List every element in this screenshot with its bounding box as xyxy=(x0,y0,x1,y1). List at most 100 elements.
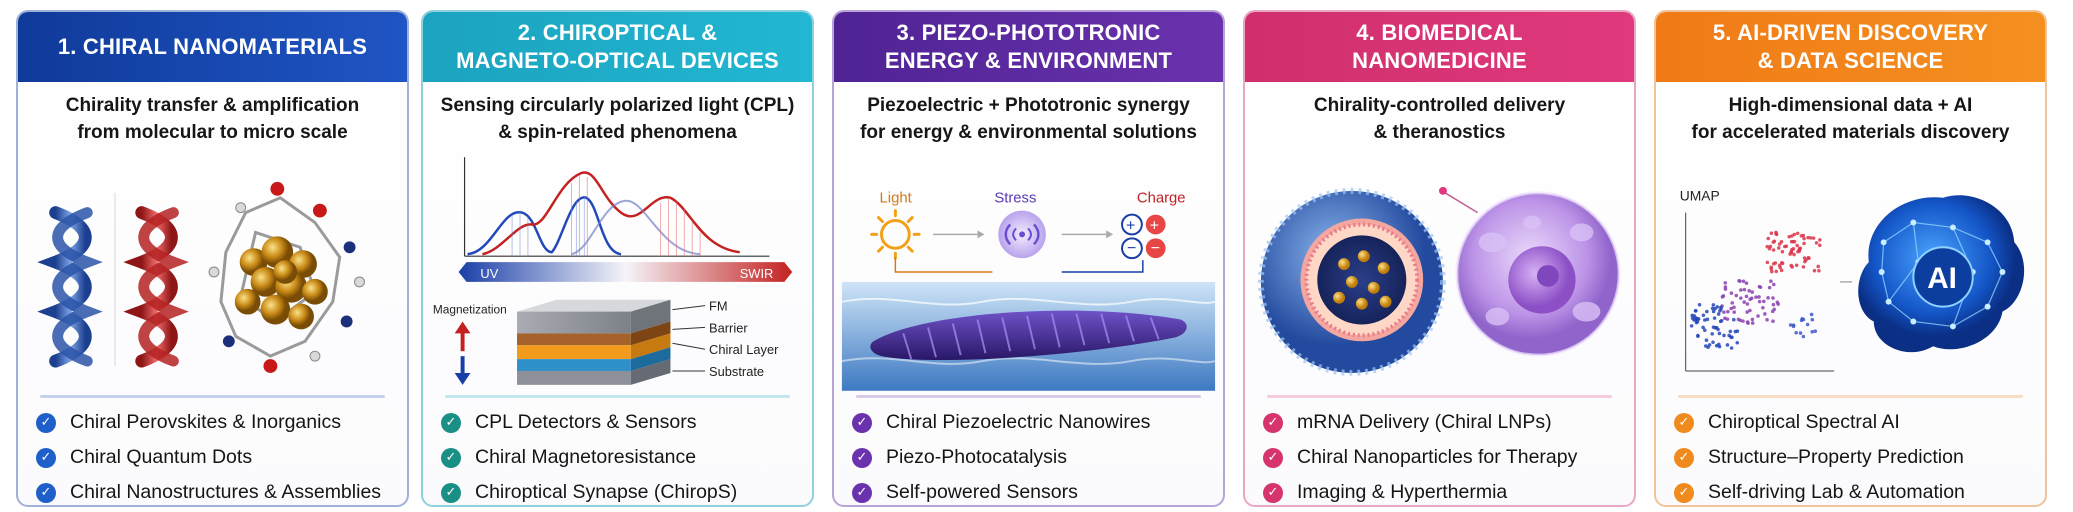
list-item: ✓ Chiral Perovskites & Inorganics xyxy=(36,405,397,440)
scatter-point xyxy=(1810,330,1814,334)
check-circle-icon: ✓ xyxy=(36,412,56,433)
scatter-point xyxy=(1728,329,1733,334)
scatter-point xyxy=(1703,328,1707,332)
check-circle-icon: ✓ xyxy=(36,447,56,468)
scatter-point xyxy=(1791,247,1796,251)
panel-subtitle: Chirality-controlled delivery & theranos… xyxy=(1245,92,1634,148)
nanoparticle-cell-illustration xyxy=(1245,152,1634,392)
piezo-flow-graphic: Light Stress Charge xyxy=(841,191,1216,391)
scatter-point xyxy=(1772,239,1777,244)
charge-plus-icon: + + xyxy=(1121,213,1166,236)
scatter-point xyxy=(1775,300,1780,305)
list-item-label: mRNA Delivery (Chiral LNPs) xyxy=(1297,411,1552,433)
scatter-point xyxy=(1765,260,1770,265)
scatter-point xyxy=(1725,317,1730,321)
scatter-point xyxy=(1782,244,1787,249)
scatter-point xyxy=(1798,331,1803,335)
panel-header: 3. PIEZO-PHOTOTRONIC ENERGY & ENVIRONMEN… xyxy=(834,12,1223,82)
scatter-point xyxy=(1705,309,1709,314)
scatter-point xyxy=(1777,263,1782,268)
scatter-point xyxy=(1705,317,1710,322)
list-item-label: Structure–Property Prediction xyxy=(1708,446,1964,468)
scatter-point xyxy=(1746,321,1750,325)
list-item: ✓ Chiral Nanoparticles for Therapy xyxy=(1263,440,1624,475)
scatter-point xyxy=(1809,312,1814,317)
scatter-point xyxy=(1787,234,1792,239)
scatter-point xyxy=(1771,302,1776,307)
panel-subtitle: Sensing circularly polarized light (CPL)… xyxy=(423,92,812,148)
scatter-point xyxy=(1732,317,1736,322)
scatter-point xyxy=(1806,235,1810,240)
svg-text:−: − xyxy=(1151,240,1160,257)
scatter-point xyxy=(1777,242,1782,246)
subtitle-line: & spin-related phenomena xyxy=(498,122,737,143)
svg-text:+: + xyxy=(1150,217,1159,234)
scatter-point xyxy=(1754,295,1758,299)
scatter-point xyxy=(1774,230,1778,235)
swir-label: SWIR xyxy=(740,266,774,281)
scatter-point xyxy=(1757,295,1761,299)
scatter-point xyxy=(1761,305,1765,310)
panel-title-line: & DATA SCIENCE xyxy=(1757,48,1944,73)
cell-icon xyxy=(1439,186,1621,357)
scatter-point xyxy=(1732,305,1736,310)
scatter-point xyxy=(1750,321,1755,325)
list-item: ✓ Chiroptical Synapse (ChiropS) xyxy=(441,475,802,505)
subtitle-line: from molecular to micro scale xyxy=(77,122,348,143)
panel-subtitle: Piezoelectric + Phototronic synergy for … xyxy=(834,92,1223,148)
scatter-point xyxy=(1801,265,1806,269)
scatter-point xyxy=(1693,309,1698,313)
scatter-point xyxy=(1769,231,1774,235)
umap-scatter xyxy=(1685,212,1835,372)
scatter-point xyxy=(1771,248,1776,252)
list-item-label: Chiroptical Spectral AI xyxy=(1708,411,1900,433)
umap-ai-illustration: UMAP AI xyxy=(1656,152,2045,392)
scatter-point xyxy=(1794,263,1799,268)
check-circle-icon: ✓ xyxy=(36,482,56,503)
bullet-list: ✓ Chiroptical Spectral AI ✓ Structure–Prop… xyxy=(1674,405,2035,505)
scatter-point xyxy=(1741,279,1746,284)
scatter-point xyxy=(1816,264,1821,269)
charge-minus-icon: − − xyxy=(1121,237,1166,260)
svg-text:+: + xyxy=(1126,217,1135,234)
lipid-nanoparticle-icon xyxy=(1257,187,1446,376)
check-circle-icon: ✓ xyxy=(852,412,872,433)
panel-title-line: 5. AI-DRIVEN DISCOVERY xyxy=(1712,20,1989,45)
bullet-list: ✓ mRNA Delivery (Chiral LNPs) ✓ Chiral Nan… xyxy=(1263,405,1624,505)
scatter-point xyxy=(1711,303,1716,307)
scatter-point xyxy=(1770,269,1774,274)
scatter-point xyxy=(1692,314,1697,318)
panel-subtitle: Chirality transfer & amplification from … xyxy=(18,92,407,148)
scatter-point xyxy=(1791,323,1796,327)
scatter-point xyxy=(1689,324,1694,328)
scatter-point xyxy=(1701,313,1706,318)
divider xyxy=(1267,395,1612,398)
list-item-label: Imaging & Hyperthermia xyxy=(1297,481,1508,503)
nanowire-icon xyxy=(870,310,1187,361)
list-item-label: Chiral Quantum Dots xyxy=(70,446,253,468)
scatter-point xyxy=(1802,236,1806,241)
chiral-helix-illustration xyxy=(18,152,407,392)
panel-title-line: MAGNETO-OPTICAL DEVICES xyxy=(456,48,779,73)
spectrum-plot xyxy=(463,157,770,257)
scatter-point xyxy=(1776,246,1781,250)
list-item-label: Chiroptical Synapse (ChiropS) xyxy=(475,481,738,503)
scatter-point xyxy=(1718,309,1722,313)
scatter-point xyxy=(1722,333,1726,338)
panel-piezo-phototronic: 3. PIEZO-PHOTOTRONIC ENERGY & ENVIRONMEN… xyxy=(832,10,1225,507)
scatter-point xyxy=(1729,306,1734,311)
scatter-point xyxy=(1818,238,1822,242)
scatter-point xyxy=(1697,302,1702,307)
scatter-point xyxy=(1766,296,1770,300)
scatter-point xyxy=(1769,279,1773,283)
subtitle-line: Piezoelectric + Phototronic synergy xyxy=(867,95,1190,116)
list-item: ✓ mRNA Delivery (Chiral LNPs) xyxy=(1263,405,1624,440)
subtitle-line: Chirality transfer & amplification xyxy=(65,95,360,116)
panel-header: 1. CHIRAL NANOMATERIALS xyxy=(18,12,407,82)
sun-icon xyxy=(870,209,921,260)
subtitle-line: Chirality-controlled delivery xyxy=(1313,95,1566,116)
scatter-point xyxy=(1762,299,1766,304)
scatter-point xyxy=(1701,325,1705,330)
scatter-point xyxy=(1732,310,1736,314)
list-item: ✓ Self-driving Lab & Automation xyxy=(1674,475,2035,505)
